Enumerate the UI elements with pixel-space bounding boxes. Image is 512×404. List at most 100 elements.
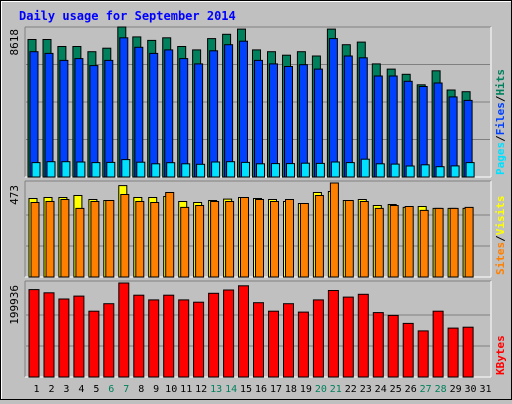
middle-bar-sites-17 bbox=[270, 201, 279, 278]
bottom-bar-kbytes-11 bbox=[178, 299, 190, 378]
top-bar-pages-16 bbox=[256, 163, 265, 178]
top-bar-files-21 bbox=[328, 38, 338, 178]
bottom-bar-kbytes-14 bbox=[223, 289, 235, 378]
middle-bar-sites-30 bbox=[464, 206, 474, 278]
bottom-bar-kbytes-7 bbox=[118, 282, 130, 378]
top-bar-files-20 bbox=[313, 68, 323, 178]
middle-panel: 473 Sites/Visits bbox=[8, 180, 507, 278]
top-bar-pages-25 bbox=[390, 163, 400, 178]
top-bar-pages-10 bbox=[166, 162, 176, 178]
day-label-30: 30 bbox=[464, 384, 476, 395]
top-bar-files-26 bbox=[403, 80, 413, 178]
day-label-9: 9 bbox=[153, 384, 159, 395]
top-bar-files-29 bbox=[448, 96, 458, 178]
bottom-bar-kbytes-28 bbox=[432, 310, 444, 378]
bottom-legend: KBytes bbox=[494, 335, 507, 375]
day-label-17: 17 bbox=[270, 384, 282, 395]
top-bar-pages-18 bbox=[286, 163, 295, 178]
day-label-25: 25 bbox=[390, 384, 402, 395]
middle-legend: Sites/Visits bbox=[494, 196, 507, 276]
top-bar-pages-13 bbox=[211, 161, 221, 178]
bottom-bar-kbytes-23 bbox=[357, 293, 369, 378]
top-bar-pages-6 bbox=[106, 161, 116, 178]
top-bar-pages-21 bbox=[330, 161, 340, 178]
top-scale-max-label: 8618 bbox=[8, 29, 21, 56]
bottom-bar-kbytes-20 bbox=[312, 299, 324, 378]
middle-bar-sites-3 bbox=[60, 199, 70, 278]
bottom-bar-kbytes-27 bbox=[417, 330, 429, 378]
top-bar-pages-8 bbox=[136, 161, 146, 178]
top-bar-files-9 bbox=[149, 52, 159, 178]
day-label-12: 12 bbox=[195, 384, 207, 395]
day-label-22: 22 bbox=[345, 384, 357, 395]
day-label-7: 7 bbox=[123, 384, 129, 395]
top-bar-pages-20 bbox=[315, 162, 325, 178]
top-legend-item: / bbox=[494, 95, 507, 102]
day-label-23: 23 bbox=[360, 384, 372, 395]
top-bar-files-27 bbox=[418, 86, 428, 178]
middle-bar-sites-22 bbox=[344, 200, 354, 278]
middle-bar-sites-12 bbox=[195, 205, 205, 278]
day-label-31: 31 bbox=[479, 384, 491, 395]
day-label-16: 16 bbox=[255, 384, 267, 395]
bottom-bar-kbytes-25 bbox=[387, 314, 399, 378]
top-bar-files-13 bbox=[209, 50, 219, 178]
middle-bar-sites-6 bbox=[105, 200, 115, 278]
top-legend-item: Files bbox=[494, 102, 507, 135]
middle-bar-sites-1 bbox=[30, 202, 40, 278]
day-label-20: 20 bbox=[315, 384, 327, 395]
top-legend-item: / bbox=[494, 135, 507, 142]
top-bar-pages-11 bbox=[181, 163, 191, 178]
day-label-3: 3 bbox=[63, 384, 69, 395]
middle-bar-sites-20 bbox=[314, 195, 324, 278]
bottom-scale-max-label: 199936 bbox=[8, 285, 21, 325]
top-bar-pages-1 bbox=[31, 162, 41, 178]
bottom-bar-kbytes-24 bbox=[372, 312, 384, 378]
day-label-18: 18 bbox=[285, 384, 297, 395]
middle-bar-sites-15 bbox=[240, 197, 249, 278]
bottom-bar-kbytes-5 bbox=[88, 310, 100, 378]
top-bar-files-16 bbox=[254, 59, 263, 178]
middle-bar-sites-26 bbox=[404, 206, 414, 278]
top-bar-pages-14 bbox=[226, 161, 236, 178]
day-label-26: 26 bbox=[405, 384, 417, 395]
day-label-10: 10 bbox=[165, 384, 177, 395]
top-legend-item: Hits bbox=[494, 69, 507, 96]
bottom-bar-kbytes-19 bbox=[297, 311, 309, 378]
bottom-bar-kbytes-8 bbox=[133, 294, 145, 378]
bottom-panel: 199936 KBytes bbox=[8, 280, 507, 378]
top-bar-pages-9 bbox=[151, 163, 161, 178]
top-bar-pages-2 bbox=[46, 161, 56, 178]
top-bar-pages-28 bbox=[435, 166, 445, 178]
day-label-29: 29 bbox=[450, 384, 462, 395]
top-bar-pages-30 bbox=[465, 162, 475, 178]
middle-bar-sites-23 bbox=[359, 201, 369, 278]
top-bar-files-4 bbox=[74, 58, 84, 178]
top-bar-pages-5 bbox=[91, 162, 101, 178]
middle-bar-sites-25 bbox=[389, 205, 399, 278]
top-bar-files-28 bbox=[433, 82, 443, 178]
middle-bar-sites-18 bbox=[285, 199, 294, 278]
top-legend-item: Pages bbox=[494, 142, 507, 175]
bottom-bar-kbytes-6 bbox=[103, 303, 115, 378]
top-bar-files-8 bbox=[134, 46, 144, 178]
chart-title: Daily usage for September 2014 bbox=[19, 9, 236, 23]
top-bar-files-11 bbox=[179, 58, 189, 178]
middle-legend-item: Sites bbox=[494, 242, 507, 275]
day-label-4: 4 bbox=[78, 384, 84, 395]
day-label-2: 2 bbox=[48, 384, 54, 395]
middle-bar-sites-8 bbox=[135, 201, 145, 278]
day-label-8: 8 bbox=[138, 384, 144, 395]
top-bar-pages-26 bbox=[405, 165, 415, 178]
top-bar-files-22 bbox=[343, 55, 353, 178]
bottom-bar-kbytes-21 bbox=[327, 290, 339, 378]
middle-bar-sites-4 bbox=[75, 207, 85, 278]
middle-bar-sites-16 bbox=[255, 199, 264, 278]
top-bar-pages-22 bbox=[345, 162, 355, 178]
bottom-bar-kbytes-16 bbox=[253, 302, 264, 378]
top-bar-files-10 bbox=[164, 49, 174, 178]
top-bar-files-6 bbox=[104, 59, 114, 178]
